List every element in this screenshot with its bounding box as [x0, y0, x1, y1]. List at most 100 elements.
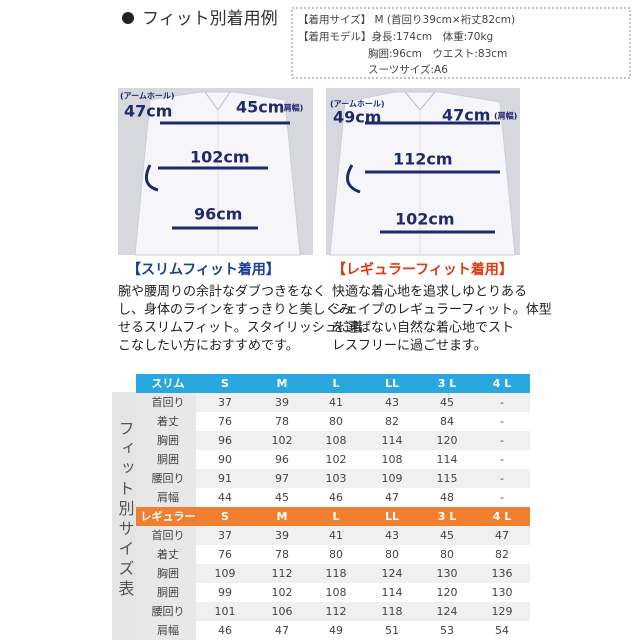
row-label: 着丈 [157, 547, 179, 561]
description-line: こなしたい方におすすめです。 [118, 338, 299, 354]
header-cell: S [221, 377, 229, 390]
cell: 129 [492, 605, 513, 618]
header-cell: 4 L [493, 377, 512, 390]
description-line: レスフリーに過ごせます。 [332, 338, 487, 354]
regular-photo [326, 88, 520, 256]
cell: 101 [215, 605, 236, 618]
cell: 41 [329, 529, 343, 542]
cell: 114 [382, 434, 403, 447]
cell: 90 [218, 453, 232, 466]
side-label: フィット別サイズ表 [116, 420, 135, 600]
photo-label: 49cm [333, 108, 381, 127]
cell: 118 [382, 605, 403, 618]
row-label-bg [136, 469, 196, 488]
side-column [112, 392, 136, 640]
cell: 120 [437, 586, 458, 599]
cell: 102 [272, 434, 293, 447]
row-label-bg [136, 526, 196, 545]
row-label: 肩幅 [157, 491, 179, 504]
table-row [136, 602, 530, 621]
row-label-bg [136, 602, 196, 621]
info-line: スーツサイズ:A6 [368, 63, 448, 76]
cell: 51 [385, 624, 399, 637]
slim-photo [118, 88, 313, 256]
cell: 47 [495, 529, 509, 542]
row-label-bg [136, 545, 196, 564]
table-row [136, 488, 530, 507]
table-row [136, 412, 530, 431]
cell: 108 [326, 434, 347, 447]
cell: 76 [218, 415, 232, 428]
photo-label: 102cm [395, 210, 455, 229]
table-row [136, 450, 530, 469]
cell: 112 [326, 605, 347, 618]
photo-label: 112cm [393, 150, 453, 169]
photo-label: (肩幅) [280, 103, 303, 113]
row-label: 腰回り [152, 605, 185, 618]
cell: - [500, 472, 504, 485]
photo-label: 47cm [442, 106, 490, 125]
row-label: 胴囲 [157, 453, 179, 466]
info-box [291, 7, 631, 79]
cell: 102 [326, 453, 347, 466]
cell: 46 [218, 624, 232, 637]
row-label-bg [136, 564, 196, 583]
header-cell: L [332, 510, 339, 523]
cell: 114 [382, 586, 403, 599]
cell: 99 [218, 586, 232, 599]
cell: 37 [218, 396, 232, 409]
title: フィット別着用例 [142, 9, 278, 29]
cell: 106 [272, 605, 293, 618]
cell: 41 [329, 396, 343, 409]
photo-label: (アームホール) [330, 100, 385, 109]
cell: 136 [492, 567, 513, 580]
row-label: 胴囲 [157, 586, 179, 599]
regular-heading: 【レギュラーフィット着用】 [332, 261, 513, 278]
row-label: 首回り [152, 528, 185, 542]
cell: 114 [437, 453, 458, 466]
info-line: 【着用サイズ】 M (首回り39cm×裄丈82cm) [298, 13, 515, 26]
header-cell: スリム [152, 377, 185, 390]
cell: 45 [440, 529, 454, 542]
cell: 115 [437, 472, 458, 485]
photo-label: 47cm [124, 102, 172, 121]
cell: - [500, 434, 504, 447]
cell: 102 [272, 586, 293, 599]
cell: 97 [275, 472, 289, 485]
row-label: 腰回り [152, 472, 185, 485]
description-line: せるスリムフィット。スタイリッシュに着 [118, 320, 364, 336]
cell: 103 [326, 472, 347, 485]
cell: 49 [329, 624, 343, 637]
cell: 43 [385, 529, 399, 542]
cell: 53 [440, 624, 454, 637]
bullet [122, 12, 134, 24]
description-line: し、身体のラインをすっきりと美しくみ [118, 302, 352, 318]
cell: 109 [382, 472, 403, 485]
cell: 44 [218, 491, 232, 504]
cell: 108 [382, 453, 403, 466]
cell: 96 [275, 453, 289, 466]
cell: 130 [492, 586, 513, 599]
cell: 54 [495, 624, 509, 637]
row-label-bg [136, 621, 196, 640]
description-line: を選ばない自然な着心地でスト [332, 320, 514, 336]
description-line: 快適な着心地を追求しゆとりある [332, 284, 527, 300]
cell: 47 [275, 624, 289, 637]
table-row [136, 469, 530, 488]
info-line: 胸囲:96cm ウエスト:83cm [368, 47, 507, 60]
cell: 43 [385, 396, 399, 409]
cell: 84 [440, 415, 454, 428]
table-row [136, 545, 530, 564]
cell: 47 [385, 491, 399, 504]
table-row [136, 621, 530, 640]
cell: 82 [385, 415, 399, 428]
cell: 80 [329, 415, 343, 428]
header-cell: 4 L [493, 510, 512, 523]
cell: 76 [218, 548, 232, 561]
row-label: 首回り [152, 395, 185, 409]
row-label-bg [136, 488, 196, 507]
row-label-bg [136, 583, 196, 602]
cell: 82 [495, 548, 509, 561]
cell: 78 [275, 548, 289, 561]
cell: 80 [385, 548, 399, 561]
